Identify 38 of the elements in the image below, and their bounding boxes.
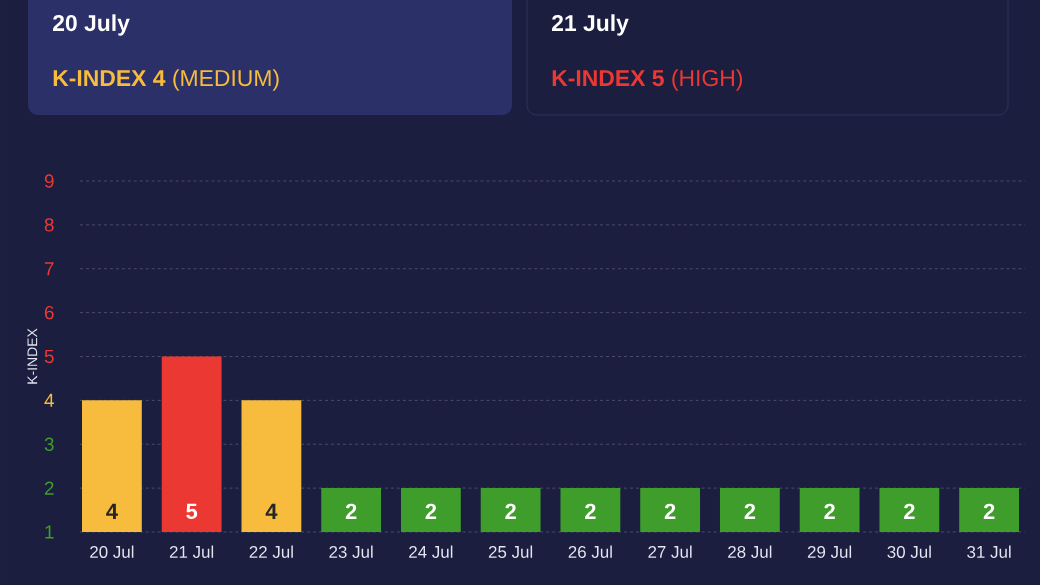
data-label: 2 bbox=[824, 503, 835, 520]
data-label: 2 bbox=[425, 503, 437, 520]
y-tick-label: 3 bbox=[44, 437, 54, 451]
x-tick-label: 21 Jul bbox=[169, 545, 214, 558]
x-tick-label: 25 Jul bbox=[488, 545, 533, 558]
y-tick-label: 9 bbox=[44, 174, 54, 188]
data-label: 2 bbox=[505, 503, 516, 520]
text: K-INDEX 4 (MEDIUM) bbox=[53, 69, 279, 91]
y-tick-label: 1 bbox=[45, 525, 54, 539]
y-tick-label: 6 bbox=[44, 305, 54, 320]
x-tick-label: 26 Jul bbox=[568, 545, 612, 558]
x-tick-label: 31 Jul bbox=[967, 545, 1011, 558]
y-tick-label: 8 bbox=[44, 218, 54, 232]
y-tick-label: 4 bbox=[44, 393, 54, 407]
data-label: 2 bbox=[744, 503, 756, 520]
text: K-INDEX 5 (HIGH) bbox=[552, 69, 743, 91]
x-tick-label: 30 Jul bbox=[887, 545, 931, 558]
data-label: 4 bbox=[265, 503, 278, 519]
data-label: 2 bbox=[904, 503, 915, 520]
x-tick-label: 23 Jul bbox=[329, 545, 373, 558]
y-tick-label: 2 bbox=[44, 481, 54, 495]
y-tick-label: 7 bbox=[44, 262, 54, 276]
y-tick-label: 5 bbox=[44, 349, 54, 364]
data-label: 4 bbox=[106, 503, 118, 519]
x-tick-label: 27 Jul bbox=[648, 545, 692, 558]
x-tick-label: 20 Jul bbox=[90, 545, 134, 558]
x-tick-label: 28 Jul bbox=[728, 545, 772, 558]
data-label: 5 bbox=[186, 503, 198, 520]
text: 20 July bbox=[53, 14, 130, 36]
data-label: 2 bbox=[983, 503, 995, 520]
text: 21 July bbox=[552, 14, 629, 36]
data-label: 2 bbox=[664, 503, 676, 520]
x-tick-label: 22 Jul bbox=[249, 545, 293, 558]
y-axis-title: K-INDEX bbox=[27, 328, 38, 384]
x-tick-label: 29 Jul bbox=[807, 545, 852, 558]
x-tick-label: 24 Jul bbox=[409, 545, 453, 558]
data-label: 2 bbox=[345, 503, 357, 520]
data-label: 2 bbox=[585, 503, 596, 520]
